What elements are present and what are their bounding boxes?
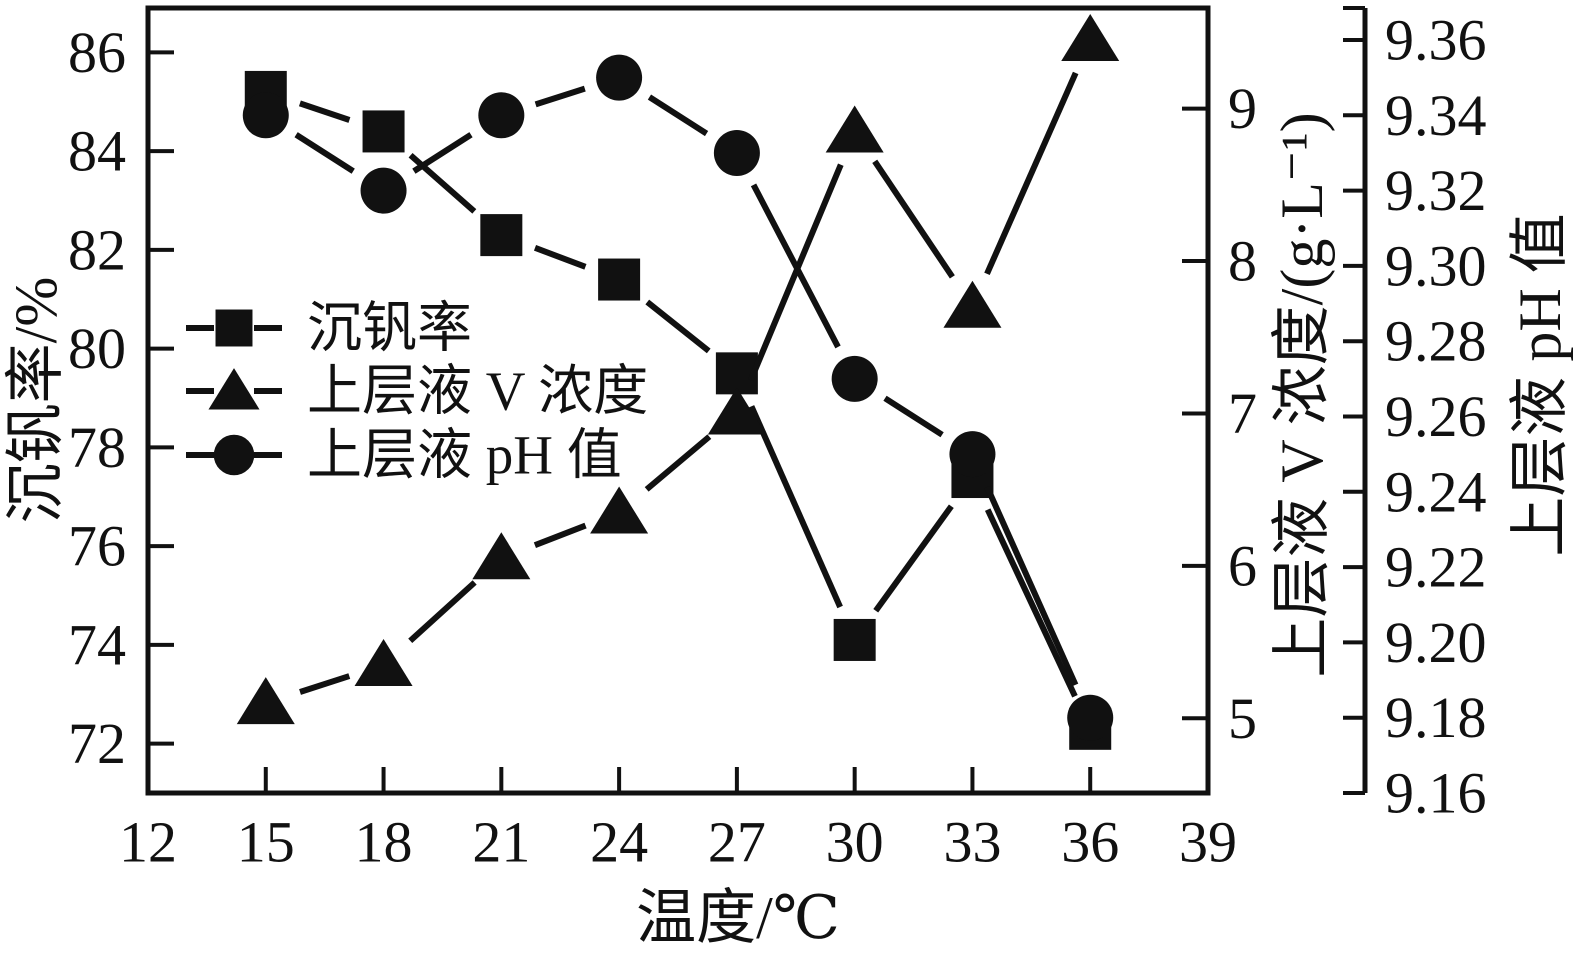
x-tick-label: 18	[355, 810, 413, 875]
series-segment	[984, 508, 1078, 698]
circle-marker	[949, 431, 996, 478]
series-segment	[644, 434, 712, 492]
left-axis-title: 沉钒率/%	[3, 277, 69, 524]
square-marker	[215, 309, 253, 347]
series-segment	[294, 132, 355, 174]
square-marker	[833, 618, 876, 661]
series-segment	[984, 71, 1079, 276]
right-v-tick-label: 9	[1228, 76, 1257, 141]
series-segment	[873, 504, 954, 613]
legend-item: 沉钒率	[186, 298, 472, 359]
series-segment	[408, 152, 477, 214]
series-segment	[984, 485, 1079, 687]
right-ph-tick-label: 9.18	[1385, 685, 1487, 750]
series-segment	[750, 183, 841, 349]
x-tick-label: 36	[1061, 810, 1119, 875]
circle-marker	[596, 54, 643, 101]
left-tick-label: 74	[68, 612, 126, 677]
triangle-marker	[707, 387, 766, 435]
triangle-marker	[236, 677, 295, 725]
triangle-marker	[1061, 14, 1120, 62]
x-tick-label: 15	[237, 810, 295, 875]
left-tick-label: 86	[68, 20, 126, 85]
circle-marker	[360, 167, 407, 214]
series-segment	[647, 94, 709, 137]
x-axis: 12 15 18 21 24 27 30 33 36 39 温度/℃	[119, 767, 1237, 951]
square-marker	[480, 214, 523, 257]
left-tick-label: 72	[68, 711, 126, 776]
left-tick-label: 84	[68, 119, 126, 184]
series-segment	[299, 673, 351, 695]
right-ph-tick-label: 9.34	[1385, 83, 1487, 148]
legend-item-label: 沉钒率	[307, 298, 472, 359]
legend-item-label: 上层液 pH 值	[307, 425, 622, 486]
series-segment	[412, 132, 473, 174]
x-tick-label: 30	[826, 810, 884, 875]
right-ph-tick-label: 9.20	[1385, 610, 1487, 675]
circle-marker	[213, 434, 255, 476]
x-tick-label: 33	[943, 810, 1001, 875]
right-ph-tick-label: 9.26	[1385, 384, 1487, 449]
right-ph-tick-label: 9.24	[1385, 459, 1487, 524]
triangle-marker	[825, 105, 884, 153]
series-ph	[242, 54, 1114, 741]
x-tick-label: 39	[1179, 810, 1237, 875]
right-v-axis-title: 上层液 V 浓度/(g·L⁻¹)	[1269, 112, 1335, 677]
right-ph-axis: 9.36 9.34 9.32 9.30 9.28 9.26 9.24 9.22 9.20 9.18…	[1343, 6, 1573, 826]
right-ph-tick-label: 9.28	[1385, 309, 1487, 374]
series-segment	[298, 100, 351, 123]
right-ph-tick-label: 9.32	[1385, 158, 1487, 223]
right-ph-tick-label: 9.16	[1385, 761, 1487, 826]
triangle-marker	[354, 638, 413, 686]
circle-marker	[831, 355, 878, 402]
right-v-tick-label: 5	[1228, 686, 1257, 751]
series-v-concentration	[236, 14, 1120, 725]
right-v-tick-label: 6	[1228, 533, 1257, 598]
legend-item: 上层液 pH 值	[186, 425, 622, 486]
circle-marker	[1067, 694, 1114, 741]
series-segment	[645, 299, 711, 354]
right-v-tick-label: 8	[1228, 229, 1257, 294]
left-tick-label: 80	[68, 316, 126, 381]
series-segment	[533, 245, 587, 270]
left-tick-label: 82	[68, 217, 126, 282]
right-ph-tick-label: 9.30	[1385, 233, 1487, 298]
left-axis: 86 84 82 80 78 76 74 72 沉钒率/%	[3, 20, 174, 776]
triangle-marker	[208, 368, 260, 410]
legend-item-label: 上层液 V 浓度	[307, 361, 648, 422]
plot-border	[145, 5, 1211, 796]
left-tick-label: 76	[68, 514, 126, 579]
legend-item: 上层液 V 浓度	[186, 361, 648, 422]
x-tick-label: 27	[708, 810, 766, 875]
right-ph-tick-label: 9.36	[1385, 8, 1487, 73]
triangle-marker	[943, 280, 1002, 328]
series-segment	[533, 522, 587, 549]
right-ph-tick-label: 9.22	[1385, 535, 1487, 600]
square-marker	[362, 110, 405, 153]
circle-marker	[242, 92, 289, 139]
x-tick-label: 24	[590, 810, 648, 875]
left-tick-label: 78	[68, 415, 126, 480]
triangle-marker	[472, 532, 531, 580]
series-segment	[883, 395, 944, 438]
series-segment	[748, 405, 843, 609]
series-segment	[534, 85, 586, 108]
series-segment	[872, 159, 955, 279]
triangle-marker	[590, 486, 649, 534]
circle-marker	[478, 92, 525, 139]
circle-marker	[713, 129, 760, 176]
series-segment	[408, 580, 477, 644]
plot-area	[145, 5, 1211, 796]
x-axis-title: 温度/℃	[636, 885, 840, 951]
x-tick-label: 21	[472, 810, 530, 875]
right-ph-axis-title: 上层液 pH 值	[1507, 213, 1573, 556]
x-tick-label: 12	[119, 810, 177, 875]
series-segment	[747, 163, 844, 382]
square-marker	[598, 258, 641, 301]
right-v-tick-label: 7	[1228, 381, 1257, 446]
